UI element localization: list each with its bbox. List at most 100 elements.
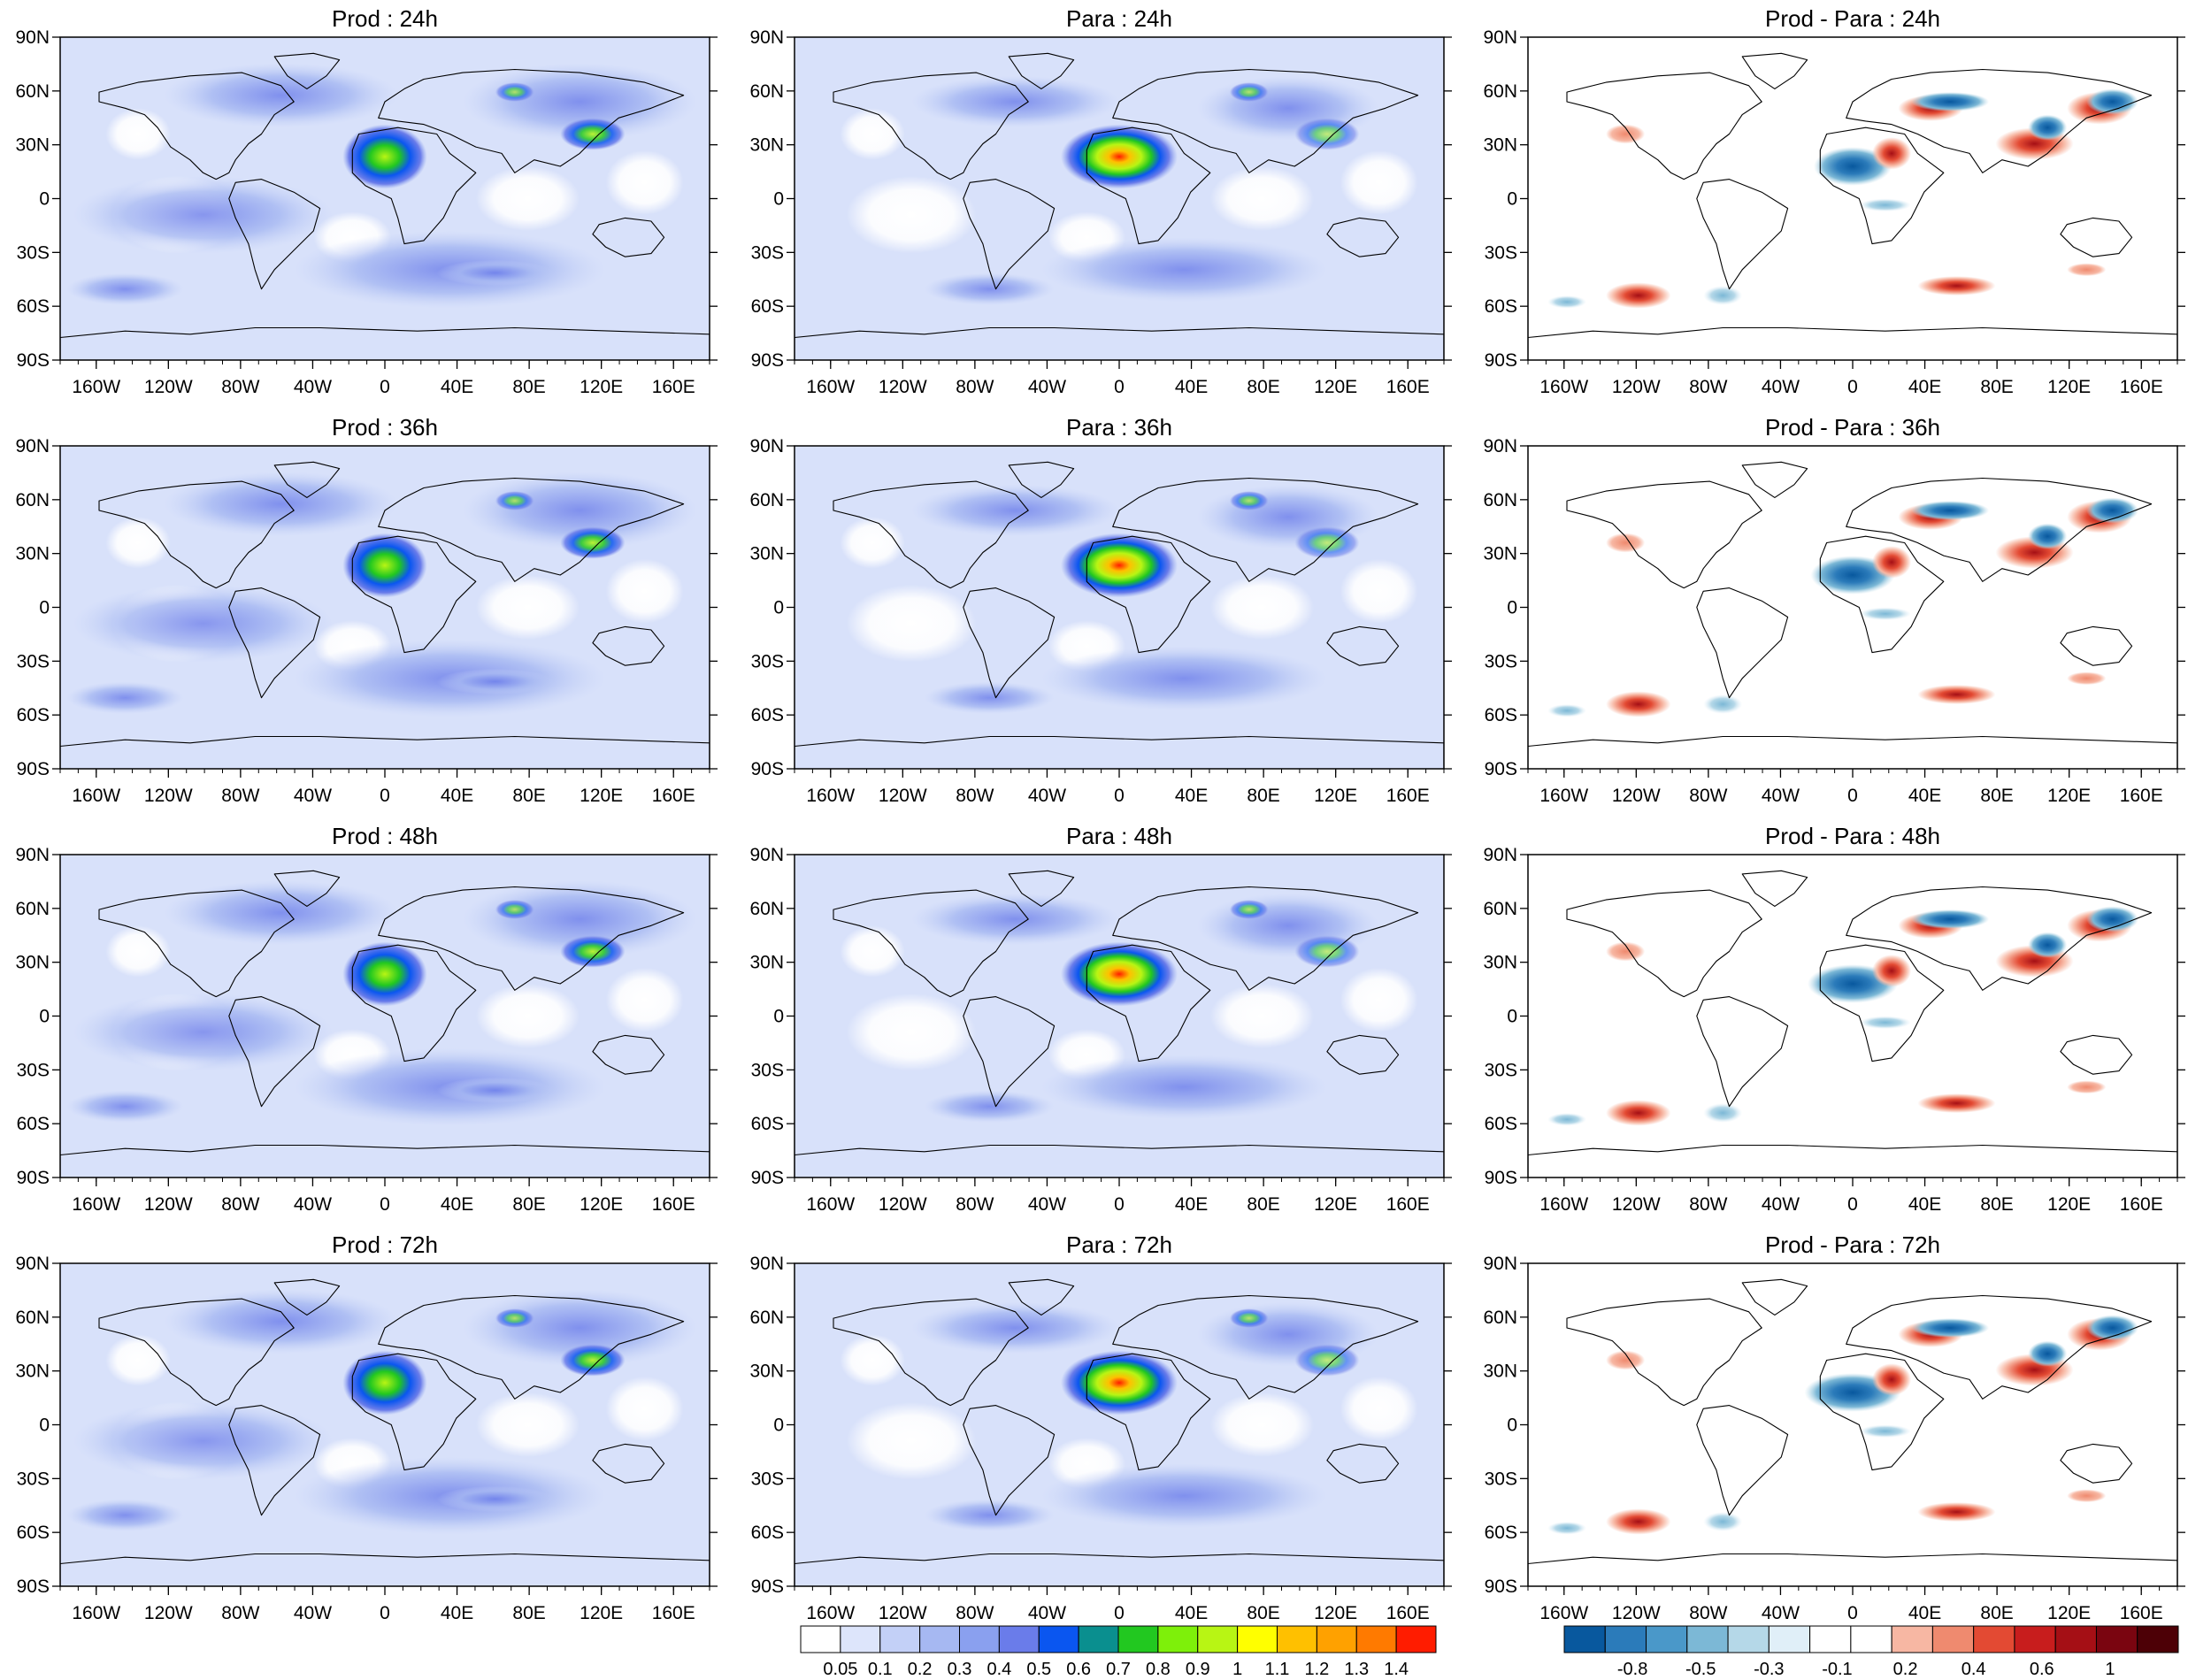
- colorbar-label: 0.4: [987, 1660, 1011, 1679]
- lon-label: 160E: [2120, 1603, 2163, 1623]
- colorbar-label: 1.3: [1344, 1660, 1369, 1679]
- lat-label: 0: [39, 598, 50, 618]
- dust-plume: [66, 1499, 184, 1531]
- lon-label: 160W: [72, 786, 120, 806]
- lat-label: 30N: [749, 953, 784, 973]
- colorbar-box: [1931, 1625, 1975, 1653]
- lat-label: 60N: [1483, 490, 1517, 510]
- asia-dust: [560, 526, 626, 559]
- coastline-africa: [1819, 127, 1945, 245]
- coastline-south-america: [1696, 179, 1789, 290]
- map-field: [1528, 37, 2177, 360]
- asia-dust: [560, 118, 626, 150]
- colorbar-box: [840, 1625, 881, 1653]
- colorbar-label: -0.5: [1685, 1660, 1716, 1679]
- lon-label: 80W: [956, 786, 994, 806]
- coastline-africa: [1086, 535, 1211, 654]
- diff-anomaly: [1917, 685, 1996, 704]
- lon-label: 160E: [1386, 1603, 1430, 1623]
- dust-plume: [164, 63, 398, 128]
- lat-label: 30N: [15, 135, 50, 156]
- clear-area: [846, 584, 977, 663]
- coastline-greenland: [1008, 1278, 1075, 1316]
- lat-label: 30S: [17, 1469, 50, 1489]
- coastline-greenland: [1008, 461, 1075, 498]
- lat-label: 60S: [17, 1523, 50, 1543]
- diff-anomaly: [1859, 1424, 1912, 1438]
- coastline-antarctica: [1528, 326, 2177, 360]
- lat-label: 30S: [1485, 1060, 1517, 1080]
- coastline-eurasia: [1112, 477, 1419, 582]
- lon-label: 80E: [1247, 1194, 1279, 1215]
- clear-area: [105, 108, 171, 160]
- dust-plume: [911, 1301, 1119, 1354]
- dust-plume: [66, 272, 184, 305]
- siberia-dust: [495, 82, 534, 102]
- lat-label: 30N: [1483, 544, 1517, 564]
- map-field: [60, 37, 710, 360]
- coastline-south-america: [228, 587, 321, 699]
- coastline-greenland: [1741, 1278, 1808, 1316]
- lon-label: 120E: [580, 377, 623, 397]
- diff-anomaly: [2086, 906, 2138, 932]
- map-panel: 90N 60N 30N 0 30S 60S 90S 160W 120W 80W 40W 0 40E 80E…: [15, 823, 718, 1215]
- map-panel: 90N 60N 30N 0 30S 60S 90S 160W 120W 80W 40W 0 40E 80E…: [1483, 823, 2185, 1215]
- lon-label: 0: [380, 377, 390, 397]
- colorbar-box: [959, 1625, 1000, 1653]
- lon-label: 40W: [1028, 1194, 1066, 1215]
- panel-title: Prod - Para : 48h: [1765, 823, 1940, 849]
- coastline-australia: [592, 625, 665, 666]
- coastline-eurasia: [378, 1294, 685, 1400]
- dust-plume: [1040, 237, 1327, 303]
- lat-label: 0: [1507, 598, 1517, 618]
- lat-label: 30N: [15, 953, 50, 973]
- colorbar-box: [2137, 1625, 2179, 1653]
- coastline-africa: [351, 535, 477, 654]
- coastline-antarctica: [795, 1144, 1444, 1178]
- dust-plume: [436, 1485, 554, 1513]
- map-field: [795, 446, 1444, 769]
- lat-label: 30N: [1483, 1362, 1517, 1382]
- clear-area: [846, 175, 977, 254]
- lat-label: 30S: [1485, 1469, 1517, 1489]
- lon-label: 80W: [221, 377, 259, 397]
- coastline-australia: [2060, 625, 2133, 666]
- diff-anomaly: [1547, 704, 1587, 717]
- lon-label: 40W: [1028, 377, 1066, 397]
- map-field: [60, 855, 710, 1178]
- map-background: [1528, 37, 2177, 360]
- dust-plume: [911, 484, 1119, 537]
- coastline-south-america: [963, 587, 1056, 699]
- lon-label: 80W: [221, 786, 259, 806]
- lat-label: 60S: [17, 1114, 50, 1134]
- diff-anomaly: [2067, 263, 2107, 277]
- dust-plume: [436, 259, 554, 287]
- lat-label: 0: [773, 1007, 784, 1027]
- diff-anomaly: [1859, 607, 1912, 621]
- dust-plume: [924, 272, 1055, 305]
- lon-label: 0: [1114, 786, 1125, 806]
- panel-title: Prod : 36h: [332, 414, 438, 441]
- map-panel: 90N 60N 30N 0 30S 60S 90S 160W 120W 80W 40W 0 40E 80E…: [749, 5, 1452, 397]
- clear-area: [105, 925, 171, 978]
- lon-label: 40E: [1908, 1603, 1941, 1623]
- lon-label: 40W: [1028, 1603, 1066, 1623]
- map-panel: 90N 60N 30N 0 30S 60S 90S 160W 120W 80W 40W 0 40E 80E…: [15, 1231, 718, 1623]
- lat-label: 30S: [17, 242, 50, 263]
- lat-label: 90S: [17, 1168, 50, 1188]
- lat-label: 30N: [749, 544, 784, 564]
- coastline-africa: [351, 1353, 477, 1471]
- lon-label: 120W: [1612, 377, 1661, 397]
- lon-label: 120W: [144, 377, 193, 397]
- coastline-australia: [2060, 217, 2133, 257]
- coastline-australia: [592, 1443, 665, 1484]
- lon-label: 80W: [221, 1603, 259, 1623]
- lon-label: 80W: [956, 377, 994, 397]
- diff-anomaly: [1872, 1363, 1912, 1396]
- coastline-eurasia: [378, 477, 685, 582]
- map-panel: 90N 60N 30N 0 30S 60S 90S 160W 120W 80W 40W 0 40E 80E…: [749, 823, 1452, 1215]
- colorbar-box: [919, 1625, 960, 1653]
- lon-label: 80W: [956, 1194, 994, 1215]
- coastline-antarctica: [1528, 735, 2177, 769]
